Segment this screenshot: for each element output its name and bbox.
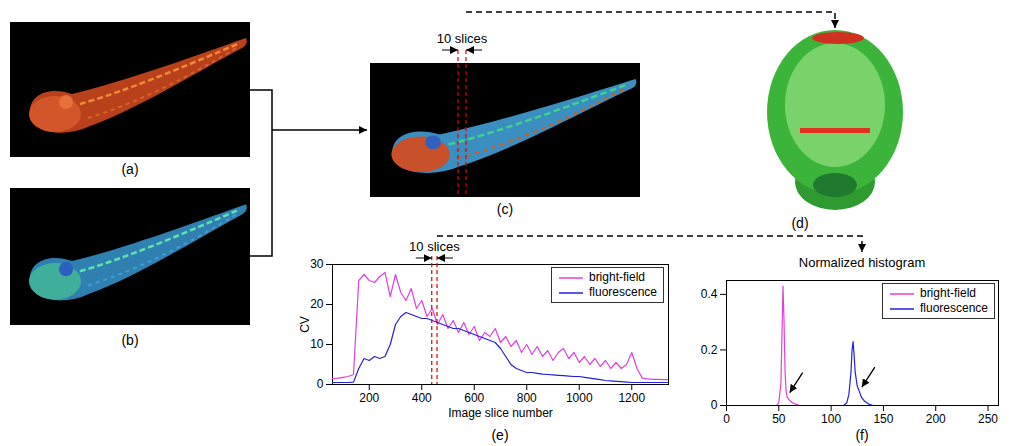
svg-text:1000: 1000 [566, 391, 593, 405]
svg-text:0.2: 0.2 [701, 343, 718, 357]
html-text:bright-field: bright-field [920, 286, 976, 300]
html-text:fluorescence: fluorescence [589, 285, 657, 299]
svg-text:1200: 1200 [618, 391, 645, 405]
svg-text:200: 200 [359, 391, 379, 405]
html-text:bright-field: bright-field [589, 270, 645, 284]
svg-text:(f): (f) [855, 427, 868, 443]
svg-text:0.4: 0.4 [701, 287, 718, 301]
svg-text:CV: CV [298, 316, 312, 333]
svg-text:100: 100 [821, 412, 841, 426]
html-text:Normalized histogram: Normalized histogram [798, 255, 926, 270]
html-text:fluorescence: fluorescence [920, 301, 988, 315]
svg-text:(d): (d) [791, 215, 808, 231]
svg-text:800: 800 [517, 391, 537, 405]
svg-text:Image slice number: Image slice number [448, 406, 553, 420]
svg-text:30: 30 [310, 257, 324, 271]
svg-text:(c): (c) [497, 201, 513, 217]
svg-text:250: 250 [978, 412, 998, 426]
svg-text:0: 0 [317, 377, 324, 391]
svg-text:(e): (e) [491, 427, 508, 443]
svg-text:50: 50 [772, 412, 786, 426]
svg-text:(b): (b) [121, 332, 138, 348]
svg-text:0: 0 [711, 398, 718, 412]
svg-text:10: 10 [310, 337, 324, 351]
svg-text:20: 20 [310, 297, 324, 311]
svg-text:10 slices: 10 slices [409, 239, 460, 254]
svg-text:0: 0 [723, 412, 730, 426]
svg-text:600: 600 [464, 391, 484, 405]
svg-text:400: 400 [412, 391, 432, 405]
svg-text:200: 200 [926, 412, 946, 426]
svg-text:10 slices: 10 slices [437, 31, 488, 46]
svg-text:(a): (a) [121, 161, 138, 177]
svg-text:150: 150 [873, 412, 893, 426]
